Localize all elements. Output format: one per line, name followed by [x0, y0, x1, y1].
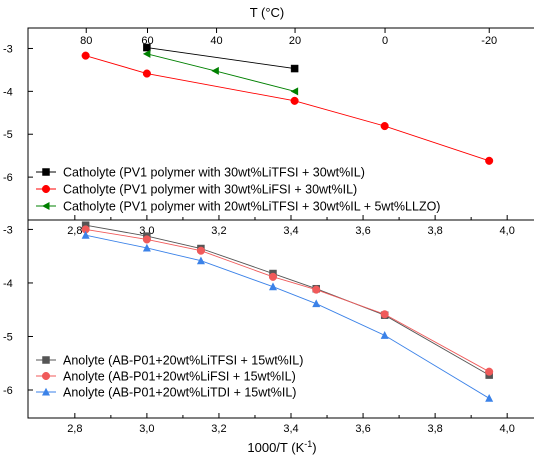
- data-point: [290, 87, 299, 96]
- data-point: [485, 394, 494, 402]
- data-point: [290, 96, 299, 105]
- x-tick-label: 3,2: [211, 423, 226, 435]
- x-tick-label: 3,8: [427, 423, 442, 435]
- top-temp-tick-label: 80: [80, 35, 92, 47]
- data-point: [142, 69, 151, 78]
- y-tick-label: -4: [3, 86, 13, 98]
- data-point: [81, 230, 90, 239]
- x-axis-title: 1000/T (K-1): [247, 439, 316, 455]
- y-tick-label: -5: [3, 129, 13, 141]
- x-tick-label: 3,0: [139, 423, 154, 435]
- data-point: [211, 66, 219, 75]
- data-point: [142, 49, 151, 58]
- legend-marker: [42, 202, 50, 210]
- x-tick-label: 4,0: [500, 225, 515, 237]
- data-point: [143, 43, 151, 52]
- x-tick-label: 3,6: [355, 423, 370, 435]
- x-tick-label: 3,0: [139, 225, 154, 237]
- legend-marker: [41, 184, 51, 194]
- data-point: [142, 235, 151, 244]
- data-point: [268, 282, 277, 291]
- data-point: [196, 246, 205, 255]
- data-point: [196, 256, 205, 265]
- legend-label: Anolyte (AB-P01+20wt%LiTDI + 15wt%IL): [63, 386, 296, 400]
- data-point: [380, 122, 389, 131]
- x-tick-label: 4,0: [500, 423, 515, 435]
- x-tick-label: 3,4: [283, 225, 298, 237]
- y-tick-label: -4: [3, 278, 13, 290]
- data-point: [485, 367, 494, 376]
- top-panel: 2,8 3,0 3,2 3,4 3,6 3,8 4,080 60 40 20 0 -20-3-4-5-…: [3, 28, 515, 237]
- top-temp-tick-label: 40: [210, 35, 222, 47]
- legend-marker: [42, 168, 50, 176]
- y-tick-label: -5: [3, 331, 13, 343]
- x-tick-label: 3,4: [283, 423, 298, 435]
- x-axis-title-sup: -1: [304, 439, 312, 449]
- legend-marker: [42, 356, 50, 364]
- legend-marker: [41, 371, 51, 381]
- series-line: [146, 53, 295, 92]
- legend-label: Catholyte (PV1 polymer with 20wt%LiTFSI …: [63, 200, 440, 214]
- top-temp-tick-label: 0: [382, 35, 388, 47]
- top-temp-tick-label: -20: [481, 35, 497, 47]
- top-axis-title: T (°C): [250, 5, 285, 20]
- y-tick-label: -6: [3, 385, 13, 397]
- data-point: [290, 64, 299, 73]
- bottom-panel-frame: [27, 219, 534, 419]
- legend-label: Catholyte (PV1 polymer with 30wt%LiTFSI …: [63, 166, 365, 180]
- data-point: [380, 331, 389, 339]
- y-tick-label: -6: [3, 172, 13, 184]
- data-point: [81, 51, 90, 60]
- x-tick-label: 3,6: [355, 225, 370, 237]
- data-point: [485, 156, 494, 165]
- legend-marker: [42, 387, 50, 396]
- legend-label: Anolyte (AB-P01+20wt%LiFSI + 15wt%IL): [63, 370, 296, 384]
- data-point: [268, 272, 278, 281]
- x-axis-title-base: 1000/T (K: [247, 440, 304, 455]
- x-tick-label: 2,8: [67, 423, 82, 435]
- x-tick-label: 3,8: [427, 225, 442, 237]
- legend-label: Catholyte (PV1 polymer with 30wt%LiFSI +…: [63, 183, 357, 197]
- top-temp-tick-label: 20: [289, 35, 301, 47]
- data-point: [312, 285, 321, 294]
- legend-label: Anolyte (AB-P01+20wt%LiTFSI + 15wt%IL): [63, 354, 303, 368]
- y-tick-label: -3: [3, 224, 13, 236]
- data-point: [312, 299, 321, 308]
- x-tick-label: 3,2: [211, 225, 226, 237]
- data-point: [142, 243, 151, 252]
- bottom-panel: 2,8 3,0 3,2 3,4 3,6 3,8 4,0 -3 -4 -5 -6 Anolyte (AB…: [3, 221, 515, 435]
- x-tick-label: 2,8: [67, 225, 82, 237]
- y-tick-label: -3: [3, 43, 13, 55]
- data-point: [380, 310, 389, 319]
- series-line: [146, 47, 295, 69]
- x-axis-title-end: ): [312, 440, 316, 455]
